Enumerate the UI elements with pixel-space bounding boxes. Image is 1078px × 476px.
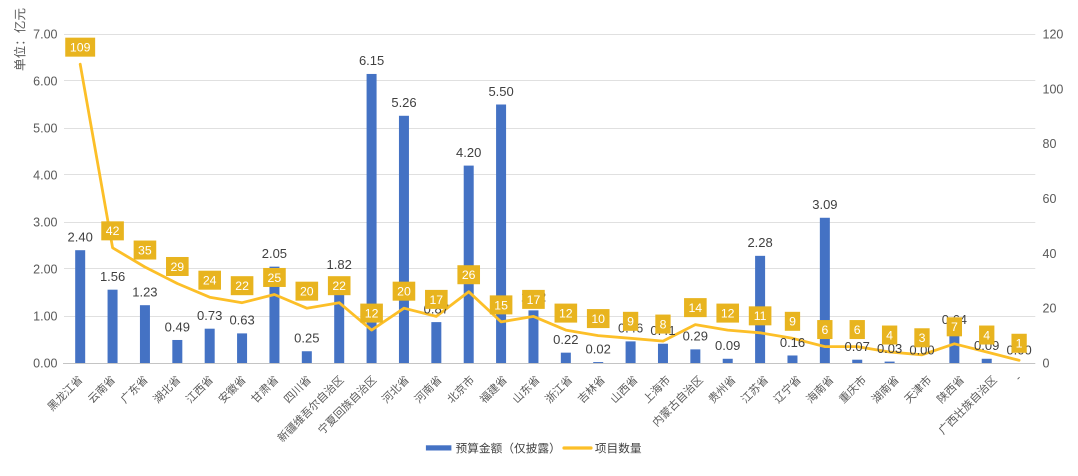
svg-text:7: 7: [951, 320, 958, 334]
svg-text:6.00: 6.00: [33, 75, 57, 89]
svg-text:40: 40: [1043, 247, 1057, 261]
svg-text:9: 9: [627, 315, 634, 329]
svg-text:109: 109: [70, 41, 91, 55]
svg-text:120: 120: [1043, 28, 1064, 42]
svg-text:-: -: [1013, 372, 1024, 383]
svg-text:9: 9: [789, 315, 796, 329]
svg-text:2.00: 2.00: [33, 263, 57, 277]
svg-text:26: 26: [462, 268, 476, 282]
svg-text:2.05: 2.05: [262, 246, 287, 261]
svg-text:35: 35: [138, 243, 152, 257]
svg-text:22: 22: [332, 279, 346, 293]
svg-text:3.00: 3.00: [33, 216, 57, 230]
svg-text:3: 3: [919, 331, 926, 345]
svg-text:42: 42: [106, 224, 120, 238]
svg-text:3.09: 3.09: [812, 197, 837, 212]
svg-text:0.03: 0.03: [877, 341, 902, 356]
svg-text:0: 0: [1043, 357, 1050, 371]
svg-text:0.07: 0.07: [845, 339, 870, 354]
svg-text:20: 20: [300, 285, 314, 299]
svg-text:0.73: 0.73: [197, 308, 222, 323]
svg-text:12: 12: [365, 307, 379, 321]
svg-text:0.00: 0.00: [33, 357, 57, 371]
svg-text:7.00: 7.00: [33, 28, 57, 42]
svg-text:0.25: 0.25: [294, 331, 319, 346]
svg-text:5.00: 5.00: [33, 122, 57, 136]
svg-text:1: 1: [1016, 337, 1023, 351]
svg-text:24: 24: [203, 274, 217, 288]
svg-text:5.50: 5.50: [488, 84, 513, 99]
svg-text:14: 14: [688, 301, 702, 315]
svg-text:4.20: 4.20: [456, 145, 481, 160]
svg-text:4: 4: [983, 328, 990, 342]
svg-text:0.02: 0.02: [586, 341, 611, 356]
svg-text:12: 12: [721, 307, 735, 321]
svg-text:100: 100: [1043, 82, 1064, 96]
svg-text:1.82: 1.82: [327, 257, 352, 272]
svg-text:5.26: 5.26: [391, 95, 416, 110]
svg-text:29: 29: [170, 260, 184, 274]
svg-text:60: 60: [1043, 192, 1057, 206]
svg-text:0.22: 0.22: [553, 332, 578, 347]
svg-text:0.29: 0.29: [683, 329, 708, 344]
svg-text:6: 6: [821, 323, 828, 337]
svg-text:15: 15: [494, 298, 508, 312]
svg-text:6.15: 6.15: [359, 53, 384, 68]
svg-text:1.00: 1.00: [33, 310, 57, 324]
svg-text:11: 11: [754, 309, 767, 323]
svg-text:0.09: 0.09: [715, 338, 740, 353]
svg-text:0.49: 0.49: [165, 319, 190, 334]
svg-text:4: 4: [886, 328, 893, 342]
svg-text:25: 25: [268, 271, 282, 285]
svg-text:2.28: 2.28: [747, 235, 772, 250]
svg-text:0.16: 0.16: [780, 335, 805, 350]
svg-text:20: 20: [1043, 302, 1057, 316]
svg-text:17: 17: [429, 293, 443, 307]
svg-text:4.00: 4.00: [33, 169, 57, 183]
svg-text:0.63: 0.63: [229, 313, 254, 328]
svg-text:8: 8: [660, 318, 667, 332]
svg-text:22: 22: [235, 279, 249, 293]
svg-text:6: 6: [854, 323, 861, 337]
svg-text:2.40: 2.40: [68, 230, 93, 245]
svg-text:10: 10: [591, 312, 605, 326]
svg-text:80: 80: [1043, 137, 1057, 151]
svg-text:1.23: 1.23: [132, 285, 157, 300]
svg-text:1.56: 1.56: [100, 269, 125, 284]
svg-text:12: 12: [559, 307, 573, 321]
svg-text:20: 20: [397, 285, 411, 299]
svg-text:17: 17: [527, 293, 541, 307]
